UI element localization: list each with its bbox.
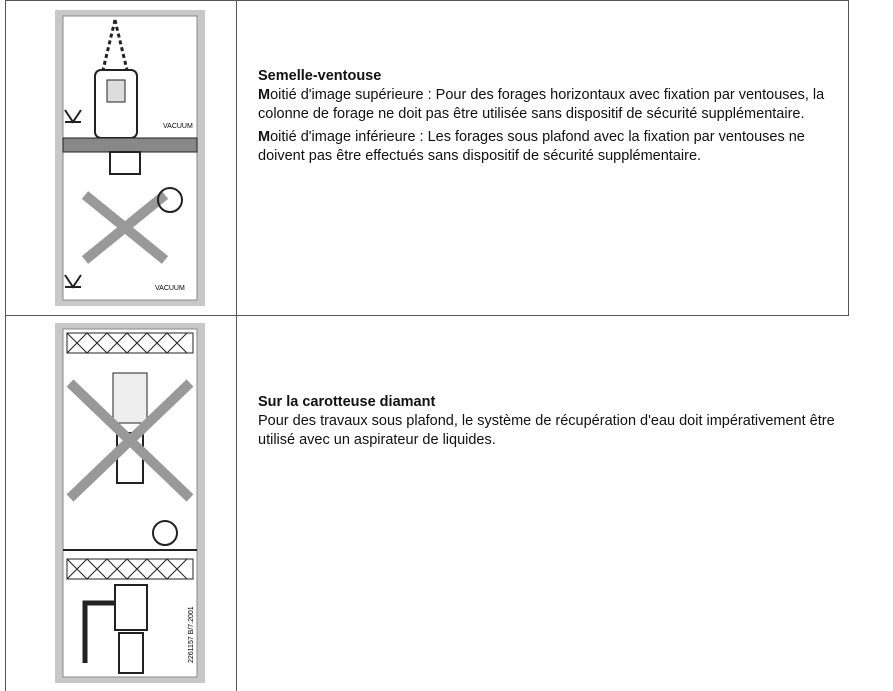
text: oitié d'image inférieure : Les forages s…	[258, 129, 805, 164]
border	[236, 0, 237, 691]
cell-text: Sur la carotteuse diamant Pour des trava…	[258, 393, 843, 454]
pictogram-label: VACUUM	[163, 123, 193, 130]
heading: Semelle-ventouse	[258, 68, 382, 84]
lead: M	[258, 129, 271, 145]
paragraph: Moitié d'image supérieure : Pour des for…	[258, 86, 843, 124]
text: oitié d'image supérieure : Pour des fora…	[258, 87, 825, 122]
border	[848, 0, 849, 316]
heading: Sur la carotteuse diamant	[258, 394, 436, 410]
pictogram: VACUUM VACUUM	[55, 10, 205, 306]
pictogram-label: 2261157 B/7.2001	[188, 606, 195, 663]
border	[5, 0, 6, 691]
border	[5, 315, 848, 316]
cell-text: Semelle-ventouse Moitié d'image supérieu…	[258, 67, 843, 170]
pictogram: 2261157 B/7.2001	[55, 323, 205, 683]
border	[5, 0, 848, 1]
pictogram-label: VACUUM	[155, 285, 185, 292]
paragraph: Pour des travaux sous plafond, le systèm…	[258, 413, 835, 448]
paragraph: Moitié d'image inférieure : Les forages …	[258, 128, 843, 166]
lead: M	[258, 87, 271, 103]
